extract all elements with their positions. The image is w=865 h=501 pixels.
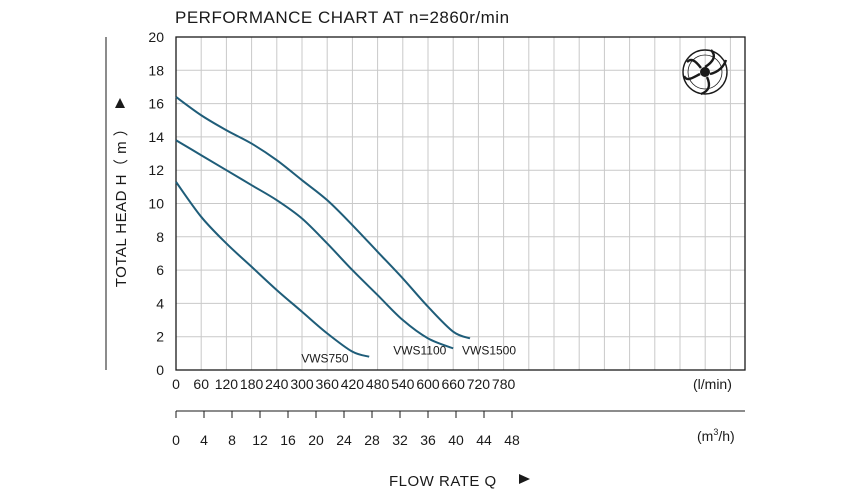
- x-tick-label-lmin: 780: [492, 376, 516, 392]
- x-unit-secondary: (m3/h): [697, 427, 735, 444]
- x-tick-label-lmin: 720: [467, 376, 491, 392]
- x-tick-label-lmin: 0: [172, 376, 180, 392]
- y-tick-label: 2: [156, 329, 164, 345]
- series-line-vws1100: [175, 139, 454, 350]
- x-tick-label-m3h: 44: [476, 432, 492, 448]
- x-tick-label-m3h: 4: [200, 432, 208, 448]
- y-tick-label: 6: [156, 262, 164, 278]
- y-ticks: 0 2 4 6 8 10 12 14 16 18 20: [148, 29, 164, 378]
- x-axis-label: FLOW RATE Q: [389, 473, 497, 490]
- impeller-icon: [682, 49, 728, 96]
- x-tick-label-m3h: 0: [172, 432, 180, 448]
- x-tick-label-m3h: 40: [448, 432, 464, 448]
- y-tick-label: 16: [148, 96, 164, 112]
- x-axis-arrow-icon: [519, 474, 530, 484]
- x-tick-label-lmin: 240: [265, 376, 289, 392]
- x-tick-label-lmin: 600: [416, 376, 440, 392]
- series-group: VWS750 VWS1100 VWS1500: [175, 96, 516, 366]
- y-tick-label: 0: [156, 362, 164, 378]
- y-tick-label: 8: [156, 229, 164, 245]
- y-tick-label: 10: [148, 196, 164, 212]
- x-tick-label-lmin: 480: [366, 376, 390, 392]
- x-tick-label-m3h: 28: [364, 432, 380, 448]
- x-tick-label-lmin: 60: [193, 376, 209, 392]
- x-unit-secondary-prefix: (m: [697, 428, 713, 444]
- x-tick-label-m3h: 32: [392, 432, 408, 448]
- series-label-vws1100: VWS1100: [393, 343, 446, 357]
- y-axis-label-group: TOTAL HEAD H（ m ）: [113, 98, 130, 287]
- x-tick-label-lmin: 420: [341, 376, 365, 392]
- x-tick-label-lmin: 660: [442, 376, 466, 392]
- chart-title: PERFORMANCE CHART AT n=2860r/min: [175, 8, 510, 27]
- x-tick-label-m3h: 12: [252, 432, 268, 448]
- series-label-vws1500: VWS1500: [462, 343, 516, 357]
- x-tick-label-m3h: 8: [228, 432, 236, 448]
- y-tick-label: 14: [148, 129, 164, 145]
- x-unit-secondary-sup: 3: [713, 427, 718, 437]
- x-tick-label-lmin: 360: [316, 376, 340, 392]
- series-line-vws1500: [175, 96, 471, 340]
- x-tick-label-m3h: 16: [280, 432, 296, 448]
- y-axis-arrow-icon: [115, 98, 125, 108]
- x-tick-label-m3h: 24: [336, 432, 352, 448]
- x-tick-label-lmin: 300: [290, 376, 314, 392]
- y-tick-label: 12: [148, 162, 164, 178]
- x-unit-secondary-suffix: /h): [718, 428, 734, 444]
- y-tick-label: 20: [148, 29, 164, 45]
- grid: [176, 37, 745, 370]
- x-tick-label-lmin: 180: [240, 376, 264, 392]
- x-unit-primary: (l/min): [693, 376, 732, 392]
- x-ticks-primary: 0 60 120 180 240 300 360 420 480 540 600 660 720 780: [172, 376, 515, 392]
- y-tick-label: 18: [148, 62, 164, 78]
- x-ticks-secondary: 0 4 8 12 16 20 24 28 32 36 40 44 48: [172, 411, 520, 448]
- x-tick-label-lmin: 540: [391, 376, 415, 392]
- x-tick-label-m3h: 48: [504, 432, 520, 448]
- y-tick-label: 4: [156, 295, 164, 311]
- plot-frame: [175, 36, 746, 371]
- x-tick-label-m3h: 36: [420, 432, 436, 448]
- x-tick-label-m3h: 20: [308, 432, 324, 448]
- y-axis-label: TOTAL HEAD H（ m ）: [113, 121, 130, 288]
- series-label-vws750: VWS750: [301, 352, 349, 366]
- x-tick-label-lmin: 120: [215, 376, 239, 392]
- series-line-vws750: [175, 181, 370, 358]
